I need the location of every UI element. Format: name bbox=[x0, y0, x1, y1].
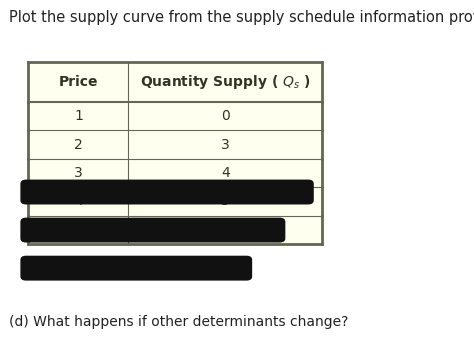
FancyBboxPatch shape bbox=[20, 256, 252, 281]
Text: 6: 6 bbox=[221, 223, 230, 237]
Text: 2: 2 bbox=[74, 138, 83, 152]
Text: 4: 4 bbox=[221, 166, 230, 180]
Text: Plot the supply curve from the supply schedule information provided.: Plot the supply curve from the supply sc… bbox=[9, 10, 474, 25]
Text: Quantity Supply ( $Q_s$ ): Quantity Supply ( $Q_s$ ) bbox=[140, 73, 310, 91]
FancyBboxPatch shape bbox=[28, 62, 322, 244]
Text: Price: Price bbox=[59, 75, 98, 89]
Text: 3: 3 bbox=[74, 166, 83, 180]
Text: 5: 5 bbox=[221, 194, 230, 208]
Text: (d) What happens if other determinants change?: (d) What happens if other determinants c… bbox=[9, 315, 349, 329]
Text: 5: 5 bbox=[74, 223, 83, 237]
Text: 1: 1 bbox=[74, 109, 83, 123]
Text: 4: 4 bbox=[74, 194, 83, 208]
FancyBboxPatch shape bbox=[20, 218, 285, 243]
Text: 0: 0 bbox=[221, 109, 230, 123]
Text: 3: 3 bbox=[221, 138, 230, 152]
FancyBboxPatch shape bbox=[20, 180, 314, 204]
